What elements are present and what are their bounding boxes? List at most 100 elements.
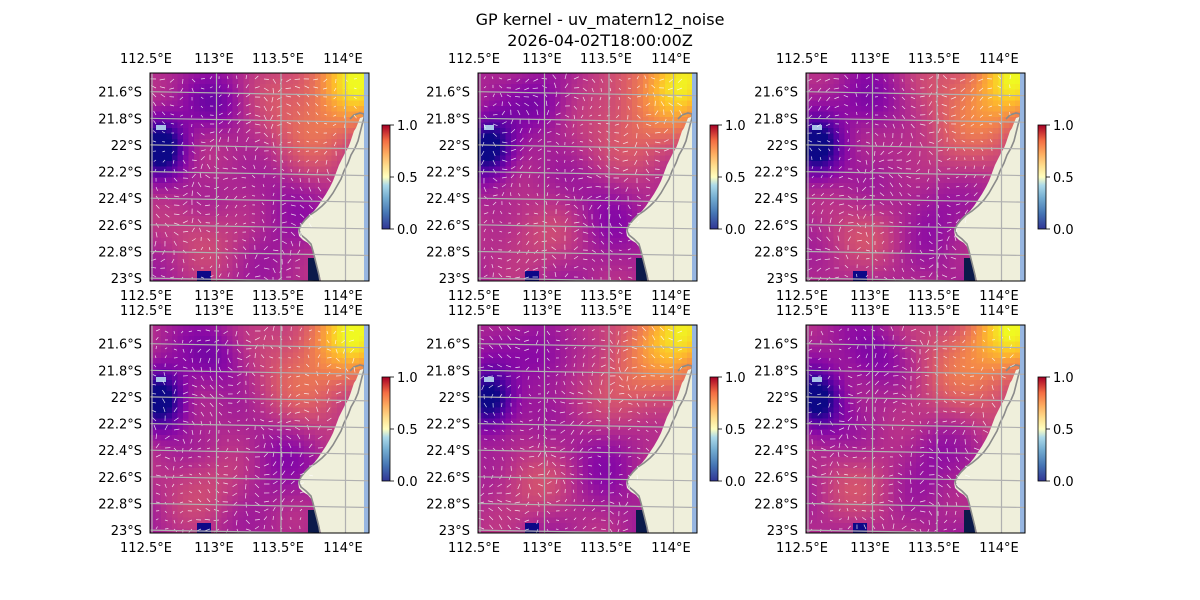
field-cell	[571, 243, 578, 250]
field-cell	[943, 78, 950, 85]
field-cell	[894, 133, 900, 140]
velocity-arrow	[533, 222, 539, 225]
field-cell	[276, 221, 283, 228]
field-cell	[943, 106, 950, 112]
velocity-arrow	[162, 150, 166, 153]
velocity-arrow	[270, 105, 274, 112]
velocity-arrow	[551, 246, 557, 251]
field-cell	[276, 260, 283, 266]
field-cell	[282, 161, 288, 167]
field-cell	[643, 100, 649, 107]
field-cell	[260, 128, 266, 134]
velocity-arrow	[536, 109, 539, 116]
field-cell	[960, 139, 966, 145]
field-cell	[265, 95, 272, 101]
field-cell	[549, 216, 556, 222]
field-cell	[811, 128, 818, 134]
field-cell	[287, 161, 294, 167]
field-cell	[522, 73, 528, 79]
field-cell	[505, 227, 512, 233]
field-cell	[883, 144, 889, 151]
field-cell	[676, 106, 682, 112]
field-cell	[987, 78, 994, 85]
field-cell	[593, 133, 600, 140]
field-cell	[828, 139, 834, 145]
field-cell	[227, 128, 233, 134]
field-cell	[172, 210, 178, 217]
field-cell	[599, 254, 605, 261]
field-cell	[478, 95, 484, 101]
field-cell	[544, 150, 550, 156]
field-cell	[155, 216, 162, 222]
field-cell	[483, 183, 490, 189]
field-cell	[489, 78, 495, 85]
field-cell	[987, 89, 994, 96]
field-cell	[839, 73, 845, 79]
field-cell	[315, 188, 321, 195]
velocity-arrow	[527, 193, 530, 197]
velocity-arrow	[263, 165, 267, 170]
field-cell	[943, 177, 950, 184]
field-cell	[582, 78, 589, 85]
field-cell	[637, 73, 644, 79]
field-cell	[637, 188, 644, 195]
field-cell	[304, 194, 310, 200]
field-cell	[861, 155, 867, 162]
field-cell	[566, 238, 572, 244]
field-cell	[494, 276, 501, 281]
field-cell	[555, 238, 561, 244]
field-cell	[965, 183, 972, 189]
field-cell	[659, 161, 666, 167]
field-cell	[478, 265, 484, 272]
velocity-arrow	[645, 194, 650, 197]
velocity-arrow	[614, 148, 620, 152]
velocity-arrow	[200, 123, 204, 127]
field-cell	[309, 117, 316, 123]
field-cell	[938, 89, 944, 96]
field-cell	[905, 111, 911, 118]
field-cell	[177, 128, 184, 134]
field-cell	[965, 117, 972, 123]
field-cell	[326, 78, 332, 85]
field-cell	[331, 89, 338, 96]
field-cell	[205, 205, 211, 211]
field-cell	[582, 216, 589, 222]
field-cell	[927, 172, 933, 178]
field-cell	[155, 271, 162, 277]
velocity-arrow	[197, 182, 202, 188]
field-cell	[227, 205, 233, 211]
field-cell	[954, 78, 961, 85]
field-cell	[822, 128, 829, 134]
field-cell	[227, 78, 233, 85]
field-cell	[271, 150, 277, 156]
field-cell	[505, 172, 512, 178]
velocity-arrow	[196, 191, 202, 197]
field-cell	[932, 73, 939, 79]
field-cell	[199, 188, 206, 195]
field-cell	[921, 199, 928, 206]
velocity-arrow	[501, 176, 507, 179]
field-cell	[861, 133, 867, 140]
velocity-arrow	[299, 177, 301, 183]
field-cell	[637, 161, 644, 167]
field-cell	[260, 199, 266, 206]
field-cell	[483, 161, 490, 167]
velocity-arrow	[636, 114, 641, 119]
field-cell	[489, 166, 495, 173]
field-cell	[888, 144, 895, 151]
field-cell	[227, 177, 233, 184]
field-cell	[155, 254, 162, 261]
field-cell	[544, 260, 550, 266]
field-cell	[331, 161, 338, 167]
field-cell	[348, 128, 354, 134]
field-cell	[150, 238, 156, 244]
velocity-arrow	[492, 123, 498, 127]
field-cell	[555, 210, 561, 217]
field-cell	[665, 150, 671, 156]
field-cell	[227, 221, 233, 228]
field-cell	[632, 194, 638, 200]
field-cell	[993, 139, 999, 145]
field-cell	[549, 78, 556, 85]
field-cell	[610, 133, 616, 140]
field-cell	[905, 183, 911, 189]
